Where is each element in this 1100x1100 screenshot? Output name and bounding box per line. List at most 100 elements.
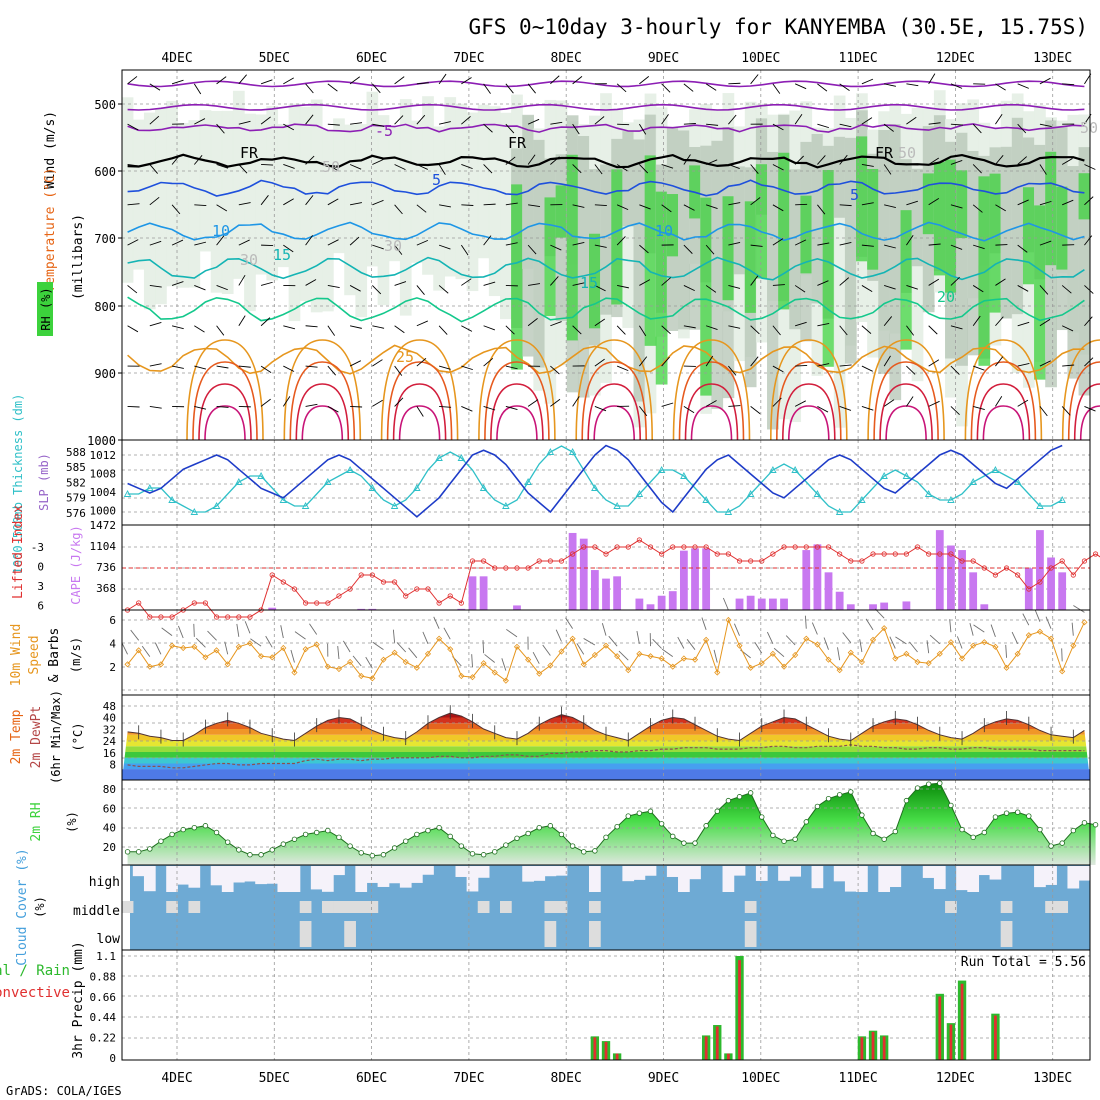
- wind-barb: [950, 365, 960, 375]
- wind-barb: [149, 196, 160, 206]
- wind-barb: [305, 403, 318, 407]
- wind-barb: [505, 83, 514, 94]
- cloud-high: [422, 866, 434, 875]
- wind-barb: [906, 116, 917, 125]
- li-point: [825, 544, 832, 550]
- wind-barb: [171, 281, 184, 286]
- wind-speed-point: [847, 649, 854, 656]
- wind-barb: [572, 164, 582, 174]
- wind-barb: [572, 282, 585, 286]
- wind-barb: [728, 241, 741, 246]
- wind-barb: [683, 406, 695, 414]
- y-tick-label: 4: [109, 638, 116, 651]
- wind-barb: [817, 322, 830, 327]
- rh-point: [436, 824, 442, 831]
- cloud-high: [355, 866, 368, 892]
- wind-barb: [583, 638, 596, 646]
- wind-speed-point: [180, 644, 187, 652]
- cloud-middle: [366, 901, 379, 913]
- rh-shade: [533, 139, 546, 368]
- y-tick-label: 0.44: [90, 1011, 117, 1024]
- rh-shade: [321, 129, 334, 312]
- wind-barb: [416, 320, 429, 327]
- wind-barb: [683, 123, 696, 125]
- wind-barb: [350, 202, 362, 206]
- rh-point: [391, 845, 398, 851]
- rh-moist-shade: [800, 195, 813, 274]
- rh-moist-shade: [1034, 205, 1046, 380]
- wind-barb: [505, 242, 518, 246]
- li-point: [347, 586, 353, 592]
- wind-barb: [950, 83, 963, 89]
- wind-speed-point: [146, 663, 153, 670]
- rh-shade: [889, 124, 902, 401]
- rh-point: [1081, 820, 1088, 826]
- wind-barb: [950, 204, 963, 209]
- wind-barb: [193, 155, 203, 165]
- cape-bar: [969, 572, 978, 610]
- wind-barb: [639, 204, 651, 210]
- cloud-high: [132, 866, 145, 877]
- wind-barb: [705, 355, 714, 367]
- wind-barb: [594, 244, 607, 248]
- wind-barb: [550, 121, 563, 125]
- li-point: [325, 600, 331, 606]
- li-point: [369, 572, 375, 578]
- rh-shade: [488, 106, 501, 297]
- cloud-level-label: high: [89, 875, 120, 890]
- rh-shade: [455, 103, 468, 280]
- rh-point: [480, 852, 487, 858]
- y-tick-label: 6: [37, 600, 44, 613]
- wind-barb: [416, 285, 425, 295]
- li-point: [592, 544, 598, 550]
- wind-barb: [1011, 631, 1019, 645]
- rh-shade: [388, 127, 401, 262]
- wind-barb: [817, 406, 829, 413]
- cloud-high: [922, 866, 935, 878]
- warm-contour: [867, 339, 945, 441]
- wind-barb: [839, 277, 850, 286]
- wind-barb: [261, 164, 274, 166]
- cape-bar: [702, 548, 711, 610]
- wind-barb: [127, 203, 140, 206]
- warm-contour: [885, 405, 927, 441]
- rh-point: [135, 849, 142, 855]
- cloud-cover-panel: high middle low Cloud Cover (%) (%): [15, 848, 1091, 966]
- rh-moist-shade: [700, 197, 713, 396]
- rh-point: [492, 849, 498, 855]
- wind-barb: [817, 123, 830, 129]
- wind-barb: [327, 325, 336, 336]
- rh-point: [670, 833, 676, 840]
- cape-bar: [757, 598, 766, 610]
- top-date-axis: 4DEC 5DEC 6DEC 7DEC 8DEC 9DEC 10DEC 11DEC 12DEC 1…: [161, 51, 1072, 66]
- rh-shade: [499, 112, 512, 320]
- precip-legend-total: Total / Rain: [0, 963, 70, 979]
- wind-barb: [372, 123, 385, 127]
- rh-shade: [678, 130, 690, 330]
- wind-barb: [127, 285, 138, 294]
- rh-point: [147, 846, 153, 852]
- wind-barb: [772, 83, 781, 94]
- wind-barb: [1039, 406, 1048, 417]
- wind-barb: [1039, 360, 1051, 367]
- y-tick-label: 500: [94, 98, 116, 112]
- wind-speed-point: [858, 658, 865, 666]
- rh-point: [247, 852, 253, 858]
- wind-barb: [349, 360, 362, 367]
- warm-contour: [690, 405, 733, 441]
- wind-barb: [461, 405, 473, 412]
- wind-speed-point: [869, 636, 877, 643]
- cape-bar: [902, 601, 911, 610]
- rh-shade: [422, 96, 434, 275]
- wind-speed-point: [914, 658, 921, 666]
- cloud-high: [678, 866, 690, 892]
- cape-bar: [468, 576, 477, 610]
- wind-barb: [995, 83, 1006, 91]
- cape-bar: [691, 548, 699, 610]
- li-point: [314, 600, 320, 606]
- wind-barb: [1039, 318, 1051, 327]
- footer-credit: GrADS: COLA/IGES: [6, 1084, 122, 1098]
- wind-barb: [149, 115, 160, 125]
- contour-label: 10: [212, 222, 230, 240]
- li-point: [492, 565, 498, 571]
